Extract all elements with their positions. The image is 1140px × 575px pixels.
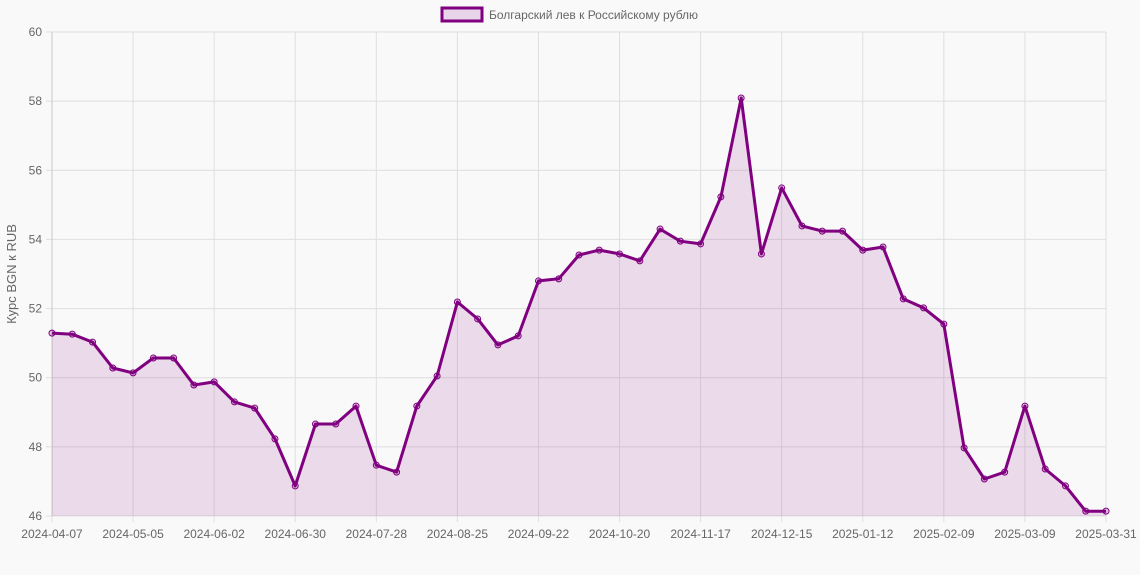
data-point[interactable] <box>372 461 380 469</box>
y-tick-label: 52 <box>29 302 43 316</box>
legend[interactable]: Болгарский лев к Российскому рублю <box>440 6 698 23</box>
x-tick-label: 2024-11-17 <box>670 527 731 541</box>
data-point[interactable] <box>839 227 846 235</box>
x-tick-label: 2024-08-25 <box>427 527 489 541</box>
data-point[interactable] <box>230 398 238 406</box>
data-point[interactable] <box>940 320 948 328</box>
x-tick-label: 2024-06-30 <box>265 527 327 541</box>
x-tick-label: 2025-03-31 <box>1075 527 1137 541</box>
y-tick-label: 50 <box>29 371 43 385</box>
gridlines <box>46 31 1107 522</box>
y-axis-label: Курс BGN к RUB <box>4 224 19 324</box>
data-point[interactable] <box>798 222 806 230</box>
data-point[interactable] <box>393 468 401 476</box>
x-tick-label: 2024-05-05 <box>102 527 164 541</box>
data-point[interactable] <box>210 378 218 386</box>
data-point[interactable] <box>68 330 76 338</box>
data-point[interactable] <box>413 402 421 410</box>
data-point[interactable] <box>859 246 867 254</box>
data-point[interactable] <box>899 295 907 303</box>
x-tick-label: 2024-04-07 <box>21 527 83 541</box>
data-point[interactable] <box>616 250 624 258</box>
x-tick-label: 2024-10-20 <box>589 527 651 541</box>
data-point[interactable] <box>352 402 360 410</box>
data-point[interactable] <box>332 420 340 428</box>
y-tick-label: 60 <box>29 25 43 39</box>
data-point[interactable] <box>555 275 563 283</box>
data-points <box>48 94 1110 515</box>
data-point[interactable] <box>170 354 178 362</box>
data-point[interactable] <box>534 277 542 285</box>
data-point[interactable] <box>1021 402 1029 410</box>
y-tick-label: 46 <box>29 509 43 523</box>
data-point[interactable] <box>595 246 603 254</box>
x-tick-label: 2025-03-09 <box>994 527 1056 541</box>
data-point[interactable] <box>920 304 928 312</box>
data-point[interactable] <box>129 369 137 377</box>
data-point[interactable] <box>1041 465 1049 473</box>
data-point[interactable] <box>433 372 441 380</box>
data-point[interactable] <box>575 251 583 259</box>
x-tick-label: 2024-07-28 <box>346 527 408 541</box>
series-line <box>51 96 1106 513</box>
y-tick-label: 56 <box>29 163 43 177</box>
x-tick-label: 2025-02-09 <box>913 527 975 541</box>
data-point[interactable] <box>190 381 198 389</box>
data-point[interactable] <box>271 435 279 443</box>
data-point[interactable] <box>757 250 765 258</box>
y-axis-ticks: 46 48 50 52 54 56 58 60 <box>29 25 43 523</box>
data-point[interactable] <box>1001 468 1009 476</box>
data-point[interactable] <box>1102 507 1110 515</box>
legend-label[interactable]: Болгарский лев к Российскому рублю <box>489 8 698 22</box>
data-point[interactable] <box>251 404 259 412</box>
data-point[interactable] <box>89 338 97 346</box>
x-tick-label: 2024-06-02 <box>183 527 245 541</box>
data-point[interactable] <box>656 225 664 233</box>
data-point[interactable] <box>737 94 745 102</box>
data-point[interactable] <box>879 243 887 251</box>
data-point[interactable] <box>312 420 319 428</box>
data-point[interactable] <box>1061 482 1069 490</box>
series-area-fill <box>52 98 1106 516</box>
data-point[interactable] <box>636 257 644 265</box>
data-point[interactable] <box>149 354 157 362</box>
data-point[interactable] <box>514 332 522 340</box>
x-tick-label: 2024-09-22 <box>508 527 570 541</box>
y-tick-label: 54 <box>29 232 43 246</box>
data-point[interactable] <box>676 237 684 245</box>
x-axis-ticks: 2024-04-07 2024-05-05 2024-06-02 2024-06-30… <box>21 527 1137 541</box>
y-tick-label: 48 <box>29 440 43 454</box>
x-tick-label: 2024-12-15 <box>751 527 813 541</box>
data-point[interactable] <box>1082 507 1090 515</box>
data-point[interactable] <box>453 298 461 306</box>
data-point[interactable] <box>48 329 56 337</box>
data-point[interactable] <box>474 315 482 323</box>
data-point[interactable] <box>818 227 826 235</box>
data-point[interactable] <box>960 444 968 452</box>
data-point[interactable] <box>778 184 786 192</box>
data-point[interactable] <box>980 475 988 483</box>
data-point[interactable] <box>291 482 299 490</box>
y-tick-label: 58 <box>29 94 43 108</box>
data-point[interactable] <box>717 193 725 201</box>
x-tick-label: 2025-01-12 <box>832 527 894 541</box>
data-point[interactable] <box>109 364 117 372</box>
data-point[interactable] <box>697 240 705 248</box>
legend-swatch[interactable] <box>440 6 484 23</box>
data-point[interactable] <box>494 341 502 349</box>
